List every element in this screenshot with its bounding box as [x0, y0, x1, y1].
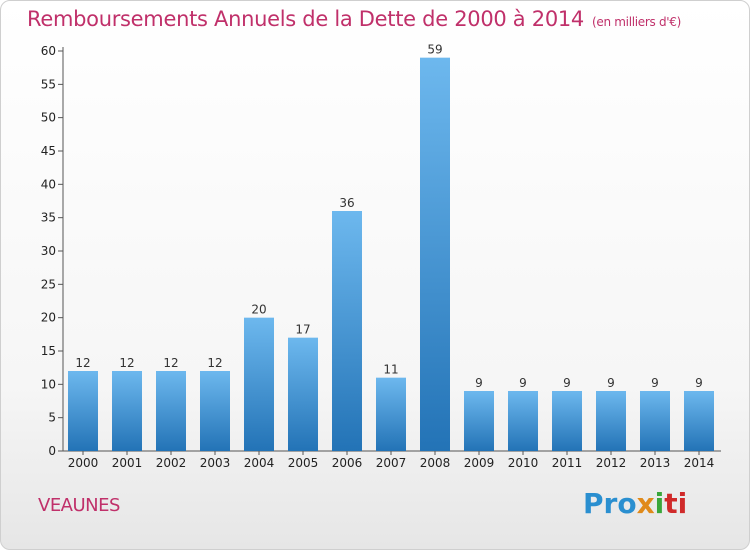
x-tick-label: 2003 [200, 456, 231, 470]
x-tick-label: 2006 [332, 456, 363, 470]
chart-title-text: Remboursements Annuels de la Dette de 20… [27, 7, 584, 31]
y-tick-label: 10 [41, 377, 56, 391]
data-label: 11 [383, 363, 398, 377]
x-tick-label: 2002 [156, 456, 187, 470]
data-label: 9 [695, 376, 703, 390]
x-tick-label: 2011 [552, 456, 583, 470]
bar [684, 391, 714, 451]
bar [244, 317, 274, 451]
logo-part-1: Pro [583, 487, 637, 520]
data-label: 9 [607, 376, 615, 390]
bar [200, 371, 230, 451]
y-tick-label: 35 [41, 211, 56, 225]
x-tick-label: 2014 [684, 456, 715, 470]
value-labels: 12 12 12 12 20 17 36 11 59 9 9 9 9 9 9 [75, 43, 702, 390]
x-tick-label: 2008 [420, 456, 451, 470]
x-tick-label: 2010 [508, 456, 539, 470]
x-tick-label: 2007 [376, 456, 407, 470]
bar [640, 391, 670, 451]
data-label: 12 [163, 356, 178, 370]
proxiti-logo: Proxiti [583, 487, 687, 520]
y-tick-label: 40 [41, 177, 56, 191]
y-tick-label: 55 [41, 77, 56, 91]
y-tick-label: 5 [48, 411, 56, 425]
bars [68, 57, 714, 452]
data-label: 9 [563, 376, 571, 390]
data-label: 12 [119, 356, 134, 370]
logo-part-4: ti [664, 487, 688, 520]
data-label: 12 [75, 356, 90, 370]
chart-title: Remboursements Annuels de la Dette de 20… [27, 7, 681, 31]
y-tick-label: 45 [41, 144, 56, 158]
bar [464, 391, 494, 451]
bar [68, 371, 98, 451]
x-tick-label: 2005 [288, 456, 319, 470]
bar [156, 371, 186, 451]
bar [288, 337, 318, 451]
bar [332, 211, 362, 451]
bar [552, 391, 582, 451]
logo-part-3: i [654, 487, 665, 520]
data-label: 9 [651, 376, 659, 390]
bar [596, 391, 626, 451]
data-label: 12 [207, 356, 222, 370]
data-label: 9 [519, 376, 527, 390]
x-tick-label: 2001 [112, 456, 143, 470]
y-tick-label: 15 [41, 344, 56, 358]
x-tick-label: 2004 [244, 456, 275, 470]
y-tick-label: 30 [41, 244, 56, 258]
data-label: 36 [339, 196, 354, 210]
x-tick-label: 2012 [596, 456, 627, 470]
data-label: 17 [295, 323, 310, 337]
y-tick-label: 50 [41, 111, 56, 125]
x-tick-label: 2000 [68, 456, 99, 470]
y-tick-label: 0 [48, 444, 56, 458]
logo-part-2: x [636, 487, 655, 520]
bar [508, 391, 538, 451]
commune-name: VEAUNES [38, 495, 120, 516]
chart-subtitle: (en milliers d'€) [592, 15, 682, 29]
x-tick-label: 2013 [640, 456, 671, 470]
bar [376, 377, 406, 451]
axes: 0 5 10 15 20 25 30 35 40 45 50 55 60 2000 2001 2002 2003… [41, 44, 721, 470]
bar [420, 57, 450, 452]
bar [112, 371, 142, 451]
y-tick-label: 60 [41, 44, 56, 58]
x-tick-label: 2009 [464, 456, 495, 470]
y-tick-label: 25 [41, 277, 56, 291]
data-label: 9 [475, 376, 483, 390]
data-label: 59 [427, 43, 442, 57]
y-tick-label: 20 [41, 311, 56, 325]
data-label: 20 [251, 303, 266, 317]
